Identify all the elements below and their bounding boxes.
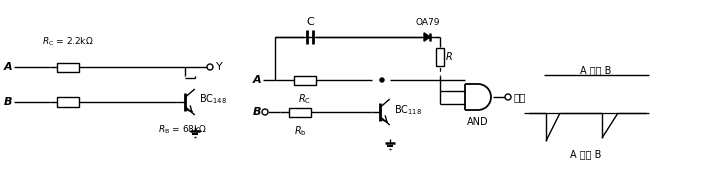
Text: B: B (253, 107, 261, 117)
Circle shape (505, 94, 511, 100)
Text: A: A (4, 62, 13, 72)
Text: $R_{\rm b}$: $R_{\rm b}$ (294, 124, 306, 138)
Text: OA79: OA79 (416, 18, 440, 27)
Circle shape (207, 64, 213, 70)
Text: C: C (306, 17, 314, 27)
Bar (289, 107, 311, 116)
Text: $R_{\rm B}$ = 68k$\Omega$: $R_{\rm B}$ = 68k$\Omega$ (158, 124, 207, 136)
Text: BC$_{118}$: BC$_{118}$ (394, 103, 422, 117)
Text: AND: AND (467, 117, 489, 127)
Text: A: A (252, 75, 261, 85)
Text: A 滞后 B: A 滞后 B (580, 65, 612, 75)
Text: 输出: 输出 (514, 92, 526, 102)
Text: $R_{\rm C}$: $R_{\rm C}$ (299, 92, 311, 106)
Circle shape (262, 109, 268, 115)
Text: A 超前 B: A 超前 B (571, 149, 601, 159)
Bar (294, 75, 316, 84)
Text: B: B (4, 97, 12, 107)
Bar (57, 63, 79, 72)
Polygon shape (424, 33, 430, 41)
Bar (436, 48, 444, 66)
Text: Y: Y (216, 62, 223, 72)
Bar (57, 97, 79, 107)
Text: BC$_{148}$: BC$_{148}$ (199, 92, 227, 106)
Text: $R_{\rm C}$ = 2.2k$\Omega$: $R_{\rm C}$ = 2.2k$\Omega$ (42, 35, 94, 48)
Text: R: R (446, 52, 453, 62)
Circle shape (380, 78, 384, 82)
